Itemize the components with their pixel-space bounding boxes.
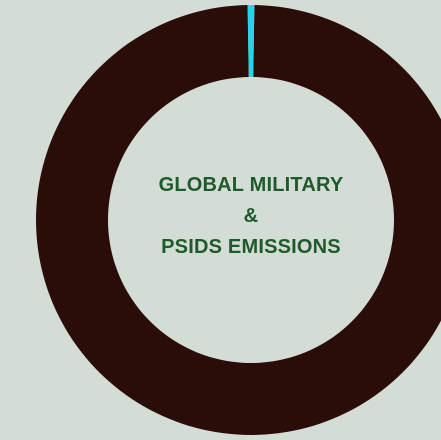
donut-slice-2 xyxy=(248,5,255,77)
center-title-line-2: & xyxy=(100,201,402,232)
center-title-line-1: GLOBAL MILITARY xyxy=(100,170,402,201)
center-title-line-3: PSIDS EMISSIONS xyxy=(100,232,402,263)
chart-center-title: GLOBAL MILITARY & PSIDS EMISSIONS xyxy=(100,170,402,263)
